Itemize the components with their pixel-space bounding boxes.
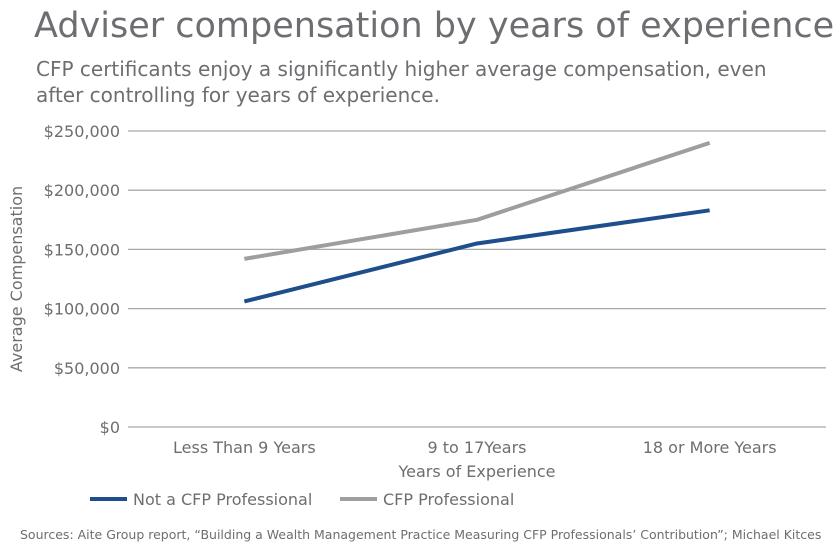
source-note: Sources: Aite Group report, “Building a … xyxy=(20,527,822,542)
legend-label: Not a CFP Professional xyxy=(133,490,312,509)
y-tick-label: $50,000 xyxy=(54,359,120,378)
series-line xyxy=(243,208,710,304)
chart-subtitle: CFP certificants enjoy a significantly h… xyxy=(36,57,767,107)
y-tick-label: $200,000 xyxy=(44,181,120,200)
gridlines xyxy=(128,130,826,428)
legend-label: CFP Professional xyxy=(383,490,514,509)
y-tick-label: $150,000 xyxy=(44,240,120,259)
y-tick-label: $250,000 xyxy=(44,122,120,141)
x-tick-label: 9 to 17Years xyxy=(428,438,527,457)
x-tick-label: Less Than 9 Years xyxy=(173,438,316,457)
x-axis-label: Years of Experience xyxy=(397,462,555,481)
y-tick-label: $0 xyxy=(100,418,120,437)
chart-title: Adviser compensation by years of experie… xyxy=(34,6,835,46)
y-tick-label: $100,000 xyxy=(44,300,120,319)
y-axis-label: Average Compensation xyxy=(7,186,26,372)
legend: Not a CFP Professional CFP Professional xyxy=(90,490,514,509)
x-tick-label: 18 or More Years xyxy=(643,438,777,457)
y-axis-ticks: $0 $50,000 $100,000 $150,000 $200,000 $250,00… xyxy=(44,122,120,437)
series-lines xyxy=(243,140,711,304)
x-axis-ticks: Less Than 9 Years 9 to 17Years 18 or More … xyxy=(173,438,777,457)
